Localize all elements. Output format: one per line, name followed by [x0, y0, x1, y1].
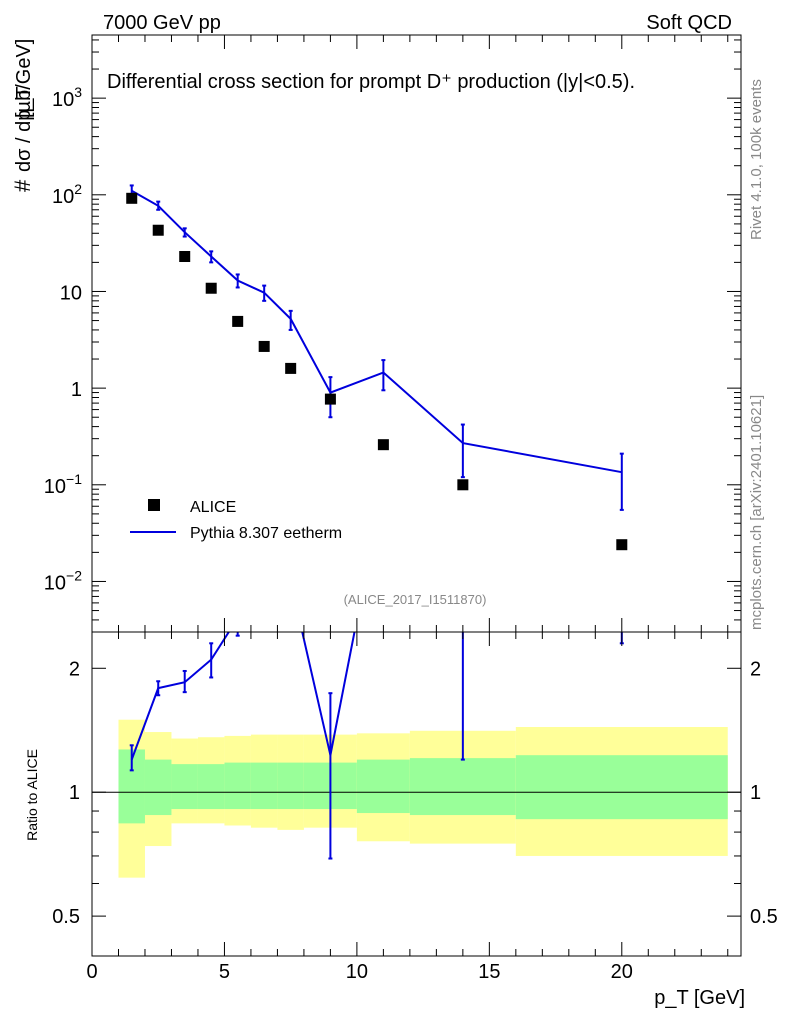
ratio-band-green: [224, 762, 251, 810]
main-y-tick-label: 10−1: [44, 471, 82, 498]
main-y-tick-label: 102: [52, 181, 82, 208]
main-y-tick-label: 10: [60, 282, 82, 304]
ratio-uncertainty-bands: [118, 719, 728, 878]
legend-marker-alice: [148, 499, 160, 511]
main-data-layer: [126, 184, 628, 551]
ratio-y-tick-label-right: 1: [750, 782, 761, 804]
ratio-y-ticks: 0.5 0.5 1 1 2 2: [52, 658, 778, 957]
alice-data-point: [152, 224, 164, 236]
alice-data-point: [616, 539, 628, 551]
ratio-y-axis-label: Ratio to ALICE: [24, 749, 40, 841]
main-y-axis-label: # dσ / dp_T [µb/GeV]: [10, 39, 35, 192]
main-panel: 10−2 10−1 1 10 102 103 Differential cross sec…: [10, 34, 742, 633]
ratio-band-green: [277, 762, 304, 810]
plot-title: Differential cross section for prompt D⁺…: [107, 71, 635, 93]
alice-data-point: [324, 393, 336, 405]
alice-data-point: [232, 315, 244, 327]
ratio-x-ticks: 0 5 10 15 20: [86, 632, 729, 983]
legend-label-pythia: Pythia 8.307 eetherm: [190, 525, 342, 542]
alice-data-point: [457, 479, 469, 491]
main-y-label-hash: #: [10, 179, 35, 192]
ratio-band-green: [409, 758, 516, 816]
ratio-plot-frame: [91, 631, 742, 957]
energy-label: 7000 GeV pp: [103, 12, 221, 34]
alice-data-point: [258, 340, 270, 352]
main-plot-frame: [91, 34, 742, 633]
x-tick-label: 20: [611, 961, 633, 983]
ratio-data-layer: [129, 632, 624, 860]
ratio-y-tick-label: 2: [69, 658, 80, 680]
x-tick-label: 5: [219, 961, 230, 983]
main-x-ticks: [91, 35, 729, 632]
alice-data-point: [126, 192, 138, 204]
x-tick-label: 10: [346, 961, 368, 983]
legend: ALICE Pythia 8.307 eetherm: [130, 499, 342, 542]
ratio-y-tick-label-right: 2: [750, 658, 761, 680]
ratio-series-group: [129, 632, 624, 860]
main-y-ticks: 10−2 10−1 1 10 102 103: [44, 39, 741, 633]
x-axis-label: p_T [GeV]: [654, 987, 745, 1009]
alice-data-point: [377, 439, 389, 451]
alice-data-point: [179, 251, 191, 263]
main-y-tick-label: 10−2: [44, 567, 82, 594]
ratio-y-tick-label-right: 0.5: [750, 906, 778, 928]
ratio-y-tick-label: 1: [69, 782, 80, 804]
ratio-band-green: [250, 762, 278, 810]
ratio-band-green: [197, 764, 225, 810]
main-y-tick-label: 1: [71, 379, 82, 401]
x-tick-label: 15: [478, 961, 500, 983]
legend-label-alice: ALICE: [190, 499, 236, 516]
source-label: mcplots.cern.ch [arXiv:2401.10621]: [748, 395, 765, 630]
ratio-panel: 0.5 0.5 1 1 2 2 0 5 10 15 20 Ratio to ALICE p_T […: [24, 631, 778, 1009]
rivet-version-label: Rivet 4.1.0, 100k events: [748, 79, 765, 240]
ratio-band-green: [171, 764, 198, 810]
ratio-band-green: [356, 759, 410, 814]
main-y-label-fraction: dσ / dp_T: [13, 86, 35, 172]
alice-data-point: [205, 282, 217, 294]
main-y-tick-label: 103: [52, 84, 82, 111]
x-tick-label: 0: [86, 961, 97, 983]
analysis-label: (ALICE_2017_I1511870): [344, 592, 487, 607]
ratio-y-tick-label: 0.5: [52, 906, 80, 928]
ratio-band-green: [515, 755, 728, 820]
alice-data-point: [285, 362, 297, 374]
ratio-band-green: [144, 759, 172, 816]
pythia-line: [131, 189, 622, 474]
category-label: Soft QCD: [646, 12, 732, 34]
ratio-line: [130, 632, 356, 760]
main-y-label-unit: [µb/GeV]: [13, 39, 35, 118]
